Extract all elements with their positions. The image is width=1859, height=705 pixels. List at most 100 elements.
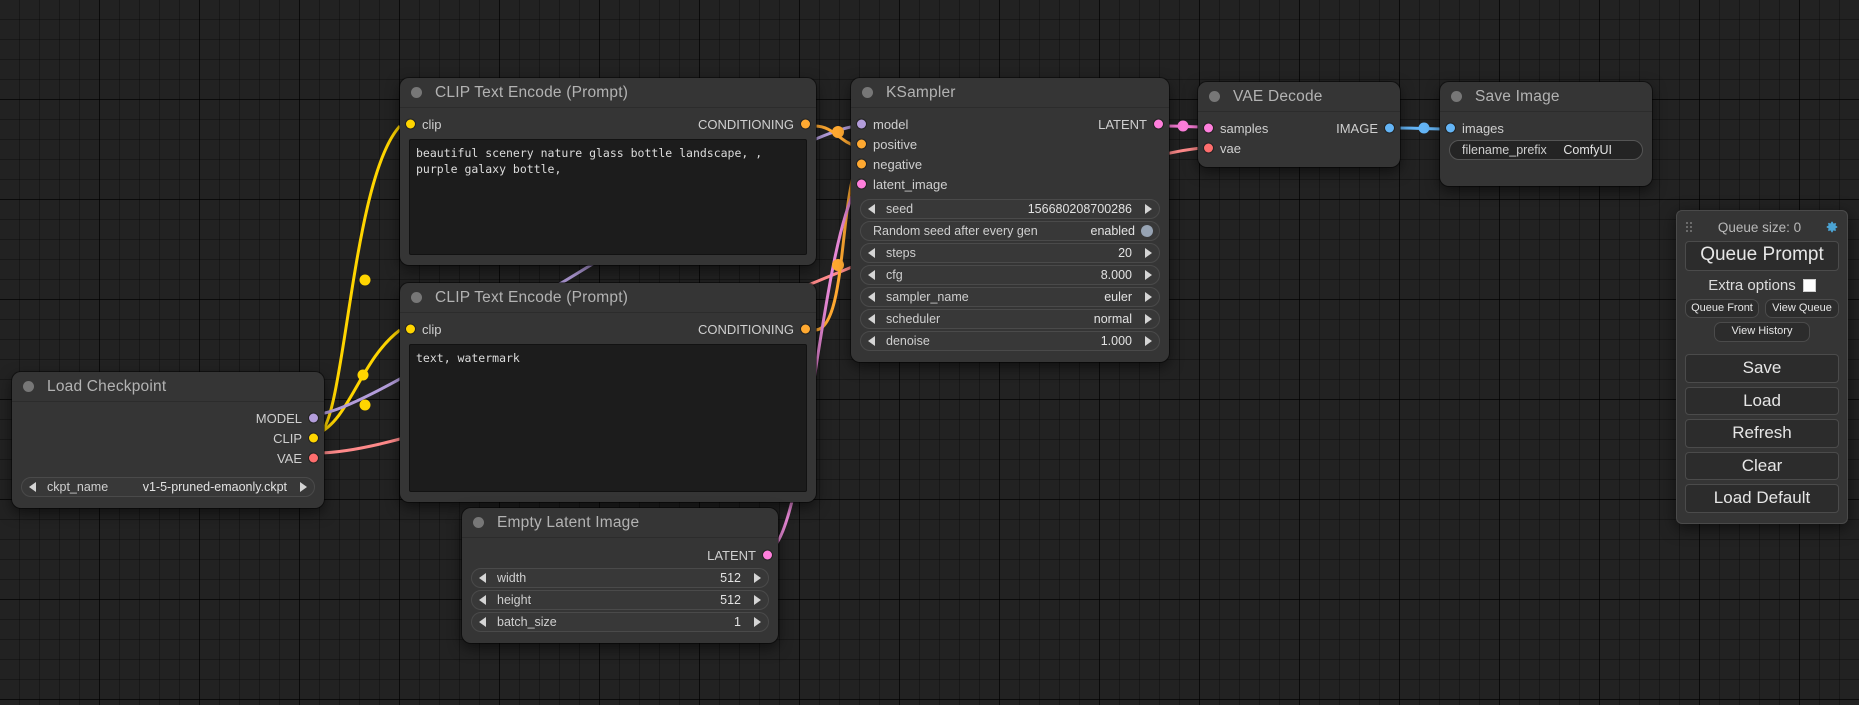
collapse-dot-icon[interactable] [411,87,422,98]
increment-arrow-icon[interactable] [1145,248,1152,258]
decrement-arrow-icon[interactable] [479,617,486,627]
view-queue-button[interactable]: View Queue [1765,298,1839,319]
increment-arrow-icon[interactable] [754,617,761,627]
widget-scheduler[interactable]: scheduler normal [860,309,1160,329]
queue-prompt-button[interactable]: Queue Prompt [1685,241,1839,271]
node-title-bar[interactable]: CLIP Text Encode (Prompt) [400,283,816,313]
extra-options-checkbox[interactable] [1802,278,1816,292]
prompt-textarea[interactable]: beautiful scenery nature glass bottle la… [409,139,807,255]
gear-icon[interactable] [1825,220,1839,234]
widget-label: filename_prefix [1462,143,1547,157]
node-vae-decode[interactable]: VAE Decode samples IMAGE vae [1198,82,1400,167]
output-dot-conditioning[interactable] [801,324,810,334]
decrement-arrow-icon[interactable] [868,270,875,280]
input-slot-images[interactable]: images [1440,118,1652,138]
widget-filename-prefix[interactable]: filename_prefix ComfyUI [1449,140,1643,160]
input-slot-positive[interactable]: positive [851,134,1169,154]
node-title-bar[interactable]: Empty Latent Image [462,508,778,538]
output-dot-latent[interactable] [763,550,772,560]
widget-sampler-name[interactable]: sampler_name euler [860,287,1160,307]
decrement-arrow-icon[interactable] [868,204,875,214]
widget-batch-size[interactable]: batch_size 1 [471,612,769,632]
input-dot-latent-image[interactable] [857,179,866,189]
output-dot-latent[interactable] [1154,119,1163,129]
collapse-dot-icon[interactable] [862,87,873,98]
decrement-arrow-icon[interactable] [479,595,486,605]
clear-button[interactable]: Clear [1685,451,1839,481]
collapse-dot-icon[interactable] [1209,91,1220,102]
toggle-knob-icon[interactable] [1141,225,1153,237]
node-ksampler[interactable]: KSampler model LATENT positive negative … [851,78,1169,362]
increment-arrow-icon[interactable] [754,573,761,583]
widget-ckpt-name[interactable]: ckpt_name v1-5-pruned-emaonly.ckpt [21,477,315,497]
decrement-arrow-icon[interactable] [868,314,875,324]
load-default-button[interactable]: Load Default [1685,484,1839,513]
output-dot-image[interactable] [1385,123,1394,133]
input-dot-vae[interactable] [1204,143,1213,153]
node-empty-latent-image[interactable]: Empty Latent Image LATENT width 512 heig… [462,508,778,643]
output-slot-vae[interactable]: VAE [12,448,324,468]
node-title-text: CLIP Text Encode (Prompt) [435,83,629,101]
decrement-arrow-icon[interactable] [29,482,36,492]
decrement-arrow-icon[interactable] [868,292,875,302]
increment-arrow-icon[interactable] [1145,204,1152,214]
widget-random-seed-toggle[interactable]: Random seed after every gen enabled [860,221,1160,241]
node-title-bar[interactable]: VAE Decode [1198,82,1400,112]
node-title-bar[interactable]: Load Checkpoint [12,372,324,402]
increment-arrow-icon[interactable] [1145,270,1152,280]
increment-arrow-icon[interactable] [300,482,307,492]
drag-handle-icon[interactable] [1685,221,1694,233]
node-title-bar[interactable]: KSampler [851,78,1169,108]
widget-seed[interactable]: seed 156680208700286 [860,199,1160,219]
save-button[interactable]: Save [1685,354,1839,383]
increment-arrow-icon[interactable] [754,595,761,605]
node-save-image[interactable]: Save Image images filename_prefix ComfyU… [1440,82,1652,186]
collapse-dot-icon[interactable] [411,292,422,303]
collapse-dot-icon[interactable] [473,517,484,528]
input-dot-negative[interactable] [857,159,866,169]
output-dot-clip[interactable] [309,433,318,443]
output-dot-model[interactable] [309,413,318,423]
input-slot-latent-image[interactable]: latent_image [851,174,1169,194]
input-dot-samples[interactable] [1204,123,1213,133]
load-button[interactable]: Load [1685,386,1839,416]
decrement-arrow-icon[interactable] [479,573,486,583]
collapse-dot-icon[interactable] [1451,91,1462,102]
node-load-checkpoint[interactable]: Load Checkpoint MODEL CLIP VAE ckpt_name… [12,372,324,508]
node-title-bar[interactable]: Save Image [1440,82,1652,112]
queue-front-button[interactable]: Queue Front [1685,298,1759,319]
extra-options-row[interactable]: Extra options [1685,275,1839,295]
node-clip-text-encode-negative[interactable]: CLIP Text Encode (Prompt) clip CONDITION… [400,283,816,502]
widget-denoise[interactable]: denoise 1.000 [860,331,1160,351]
widget-width[interactable]: width 512 [471,568,769,588]
decrement-arrow-icon[interactable] [868,248,875,258]
prompt-textarea[interactable]: text, watermark [409,344,807,492]
comfy-menu-panel[interactable]: Queue size: 0 Queue Prompt Extra options… [1676,210,1848,524]
collapse-dot-icon[interactable] [23,381,34,392]
output-slot-latent[interactable]: LATENT [462,544,778,566]
input-dot-model[interactable] [857,119,866,129]
input-dot-clip[interactable] [406,119,415,129]
widget-steps[interactable]: steps 20 [860,243,1160,263]
widget-height[interactable]: height 512 [471,590,769,610]
input-dot-images[interactable] [1446,123,1455,133]
increment-arrow-icon[interactable] [1145,336,1152,346]
increment-arrow-icon[interactable] [1145,292,1152,302]
input-slot-vae[interactable]: vae [1198,138,1400,158]
input-dot-positive[interactable] [857,139,866,149]
decrement-arrow-icon[interactable] [868,336,875,346]
node-title-bar[interactable]: CLIP Text Encode (Prompt) [400,78,816,108]
refresh-button[interactable]: Refresh [1685,419,1839,448]
output-dot-conditioning[interactable] [801,119,810,129]
widget-cfg[interactable]: cfg 8.000 [860,265,1160,285]
output-slot-clip[interactable]: CLIP [12,428,324,448]
input-dot-clip[interactable] [406,324,415,334]
increment-arrow-icon[interactable] [1145,314,1152,324]
input-slot-negative[interactable]: negative [851,154,1169,174]
output-label: CLIP [273,430,302,446]
node-clip-text-encode-positive[interactable]: CLIP Text Encode (Prompt) clip CONDITION… [400,78,816,265]
view-history-button[interactable]: View History [1714,322,1810,343]
output-slot-model[interactable]: MODEL [12,408,324,428]
output-dot-vae[interactable] [309,453,318,463]
